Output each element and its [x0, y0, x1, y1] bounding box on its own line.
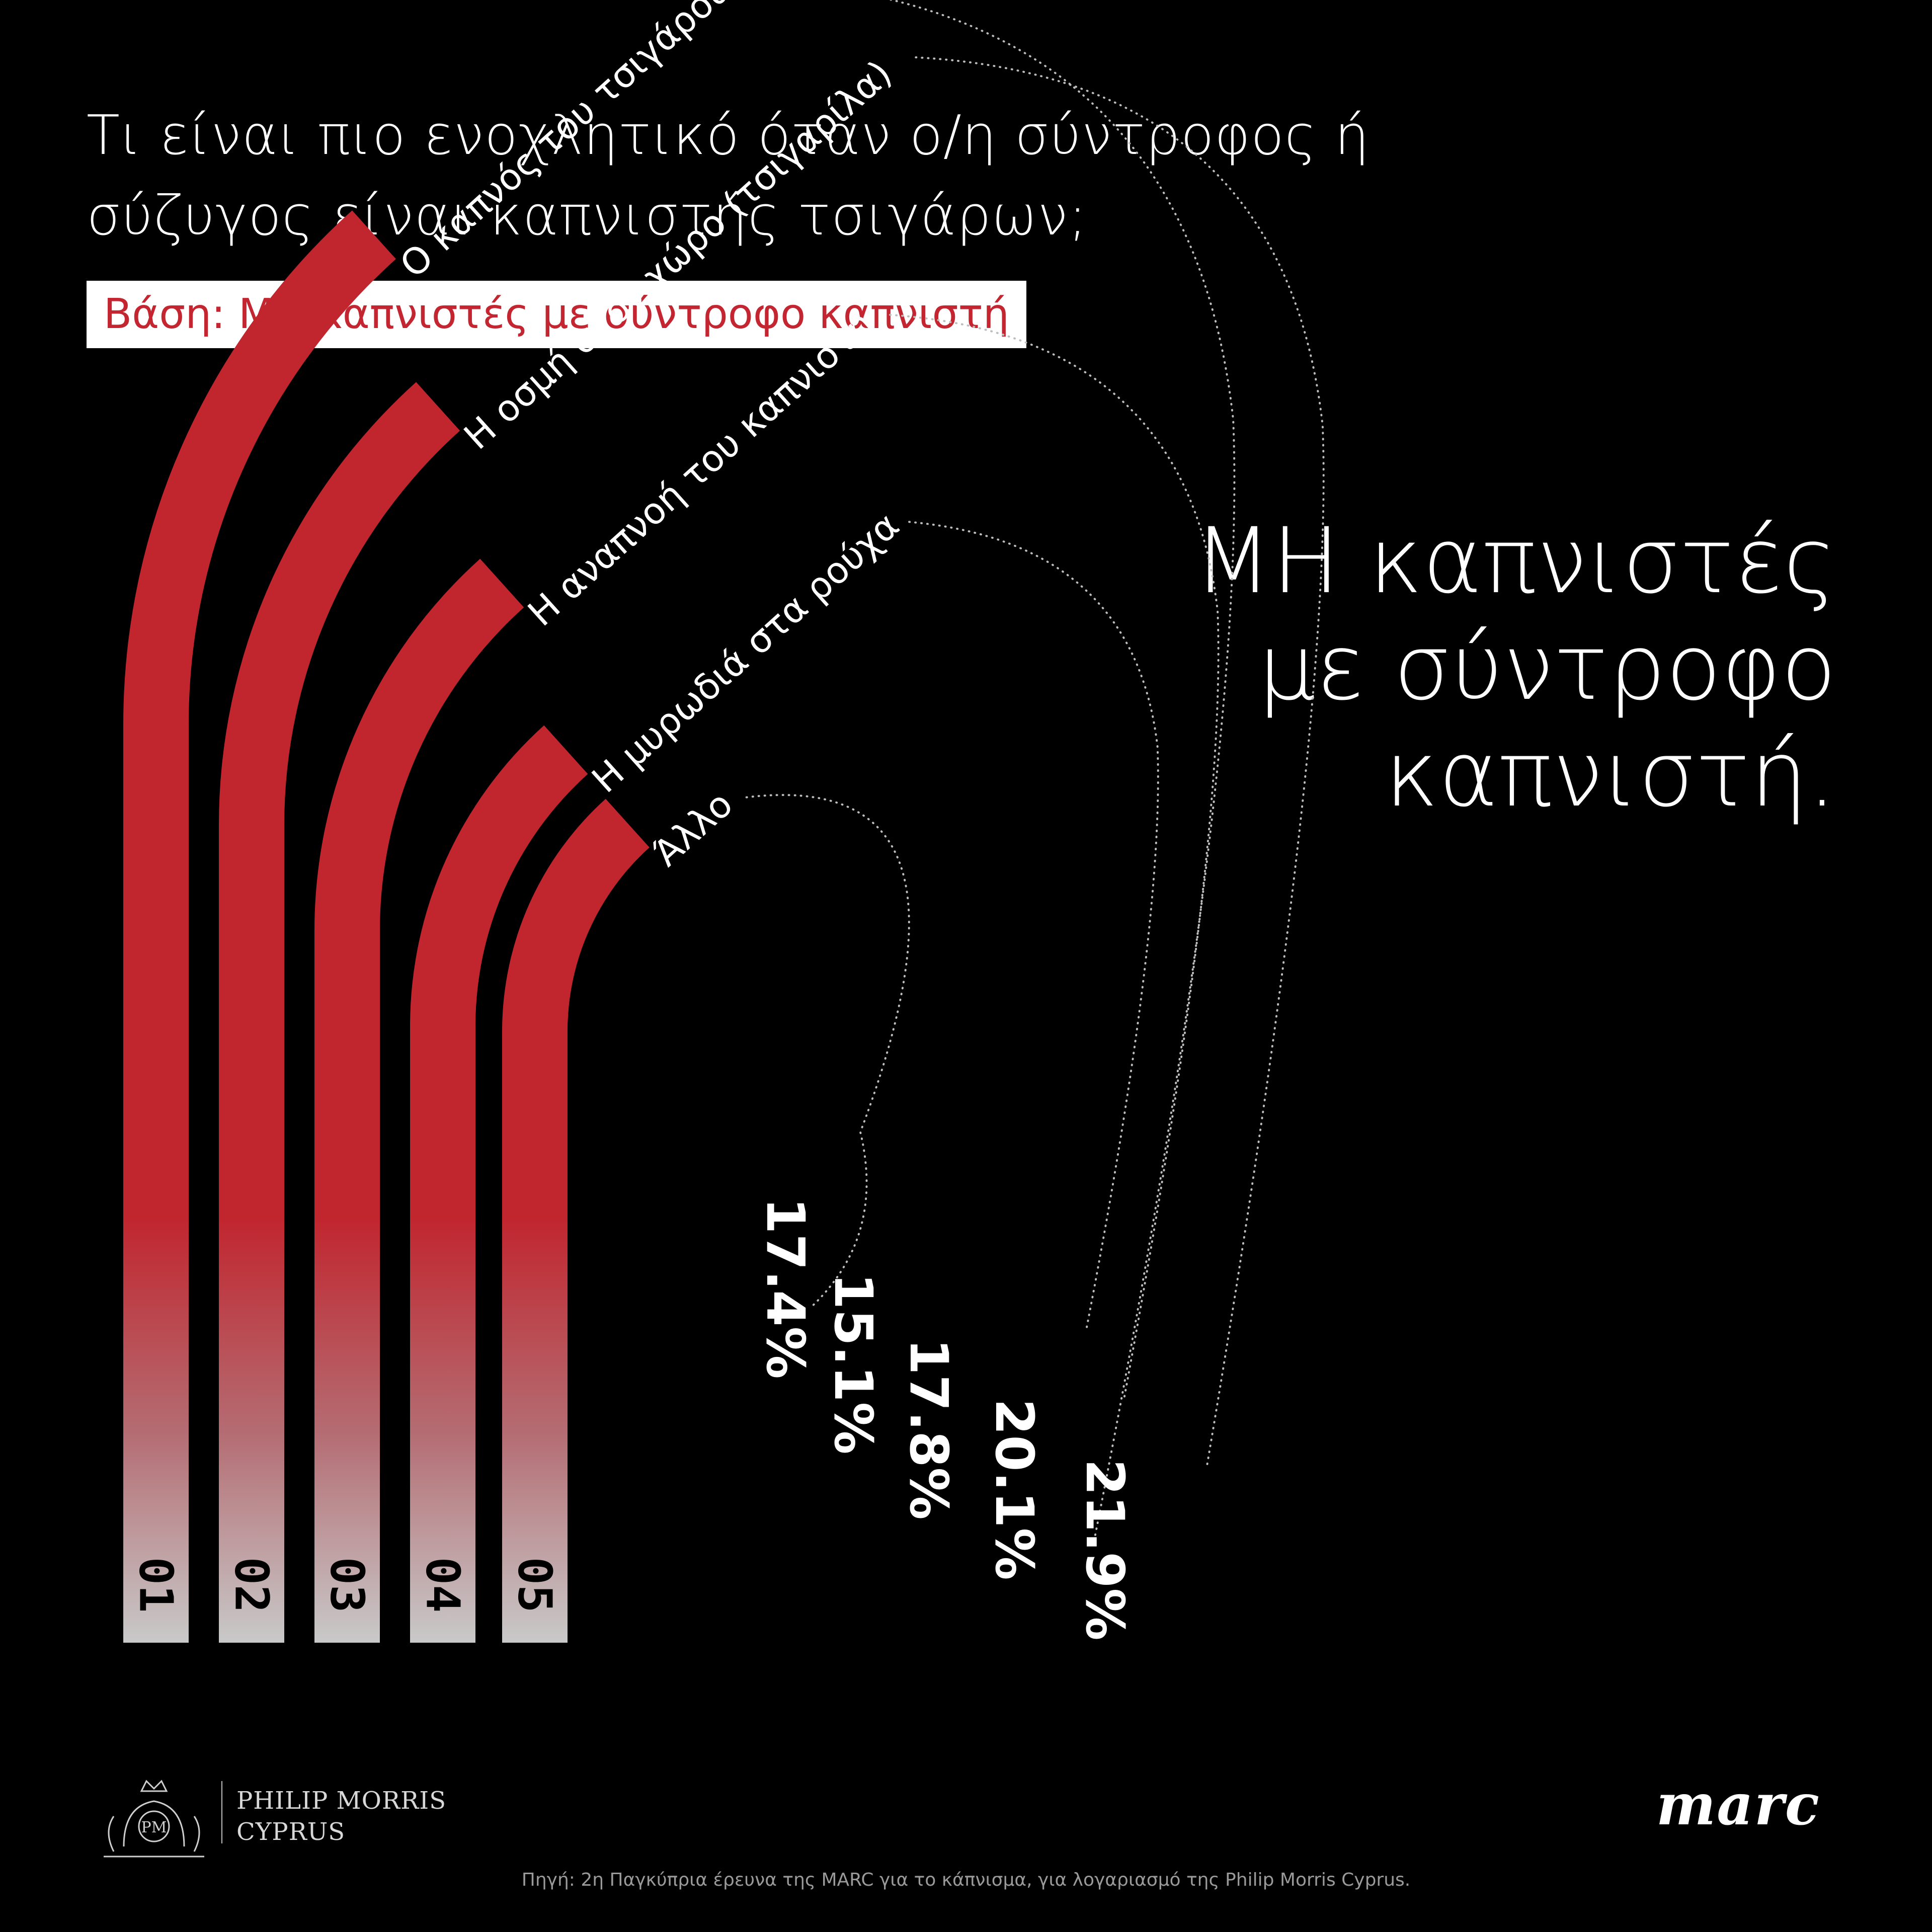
bar-04 [410, 725, 588, 1643]
rank-label: 02 [225, 1557, 279, 1613]
value-label: 15.1% [823, 1273, 884, 1455]
bar-05 [502, 798, 650, 1643]
value-label: 20.1% [984, 1399, 1045, 1580]
rank-label: 04 [416, 1557, 470, 1613]
category-label: Η οσμή στον χώρο (τσιγαρίλα) [456, 52, 900, 457]
leader-line [889, 313, 1220, 1400]
category-label: Άλλο [646, 783, 741, 874]
leader-line [745, 794, 910, 1309]
rank-label: 05 [508, 1557, 562, 1613]
value-label: 17.8% [898, 1338, 959, 1520]
highlight-heading: ΜΗ καπνιστές με σύντροφο καπνιστή. [1194, 508, 1836, 828]
philip-morris-brand: PHILIP MORRIS CYPRUS [236, 1785, 446, 1847]
leader-line [908, 521, 1159, 1329]
marc-logo: marc [1656, 1772, 1820, 1838]
value-label: 21.9% [1074, 1459, 1136, 1641]
highlight-line-2: με σύντροφο [1258, 615, 1836, 720]
leader-line [915, 56, 1325, 1470]
rank-label: 01 [129, 1557, 183, 1613]
page-title: Τι είναι πιο ενοχλητικό όταν ο/η σύντροφ… [87, 96, 1395, 257]
bar-03 [314, 558, 524, 1643]
logo-divider [221, 1781, 222, 1843]
highlight-line-1: ΜΗ καπνιστές [1193, 509, 1836, 614]
value-label: 17.4% [755, 1197, 816, 1379]
brand-line-1: PHILIP MORRIS [236, 1787, 447, 1815]
title-line-1: Τι είναι πιο ενοχλητικό όταν ο/η σύντροφ… [87, 104, 1370, 167]
brand-line-2: CYPRUS [236, 1818, 346, 1846]
source-note: Πηγή: 2η Παγκύπρια έρευνα της MARC για τ… [521, 1870, 1411, 1890]
leader-line [888, 0, 1236, 1541]
title-line-2: σύζυγος είναι καπνιστής τσιγάρων; [87, 185, 1087, 248]
bar-01 [123, 210, 396, 1643]
svg-text:PM: PM [141, 1819, 167, 1836]
philip-morris-crest-logo: PM [104, 1780, 204, 1858]
rank-label: 03 [320, 1557, 374, 1613]
highlight-line-3: καπνιστή. [1385, 722, 1836, 827]
bar-02 [219, 382, 460, 1643]
